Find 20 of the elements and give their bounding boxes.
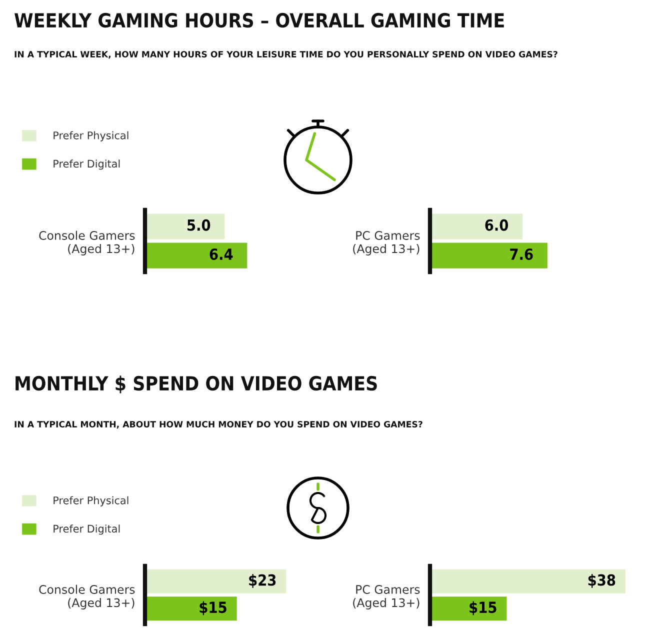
data-label: 6.0	[485, 219, 508, 231]
chart-title: MONTHLY $ SPEND ON VIDEO GAMES	[16, 376, 377, 394]
y-tick-label: PC Gamers (Aged 13+)	[353, 231, 420, 256]
data-label: 7.6	[510, 248, 533, 260]
legend-label: Prefer Digital	[54, 160, 120, 170]
data-label: $23	[249, 574, 276, 588]
data-label: 6.4	[210, 248, 233, 260]
legend-label: Prefer Physical	[54, 496, 128, 506]
data-label: $38	[588, 574, 616, 588]
chart-subtitle: IN A TYPICAL MONTH, ABOUT HOW MUCH MONEY DO YOU SPEND ON VIDEO GAMES?	[14, 420, 422, 429]
data-label: 5.0	[188, 219, 210, 231]
chart-title: WEEKLY GAMING HOURS – OVERALL GAMING TIME	[14, 12, 504, 28]
y-tick-label: PC Gamers (Aged 13+)	[353, 585, 420, 610]
text: IN A TYPICAL WEEK, HOW MANY HOURS OF YOUR LEISURE TIME DO YOU PERSONALLY SPEND ON VIDEO GAMES?	[14, 50, 558, 59]
data-label: $15	[200, 601, 226, 616]
data-label: $15	[470, 601, 496, 616]
y-tick-label: Console Gamers (Aged 13+)	[39, 230, 135, 256]
legend-label: Prefer Physical	[54, 131, 128, 142]
legend-label: Prefer Digital	[54, 524, 120, 535]
y-tick-label: Console Gamers (Aged 13+)	[39, 584, 135, 610]
